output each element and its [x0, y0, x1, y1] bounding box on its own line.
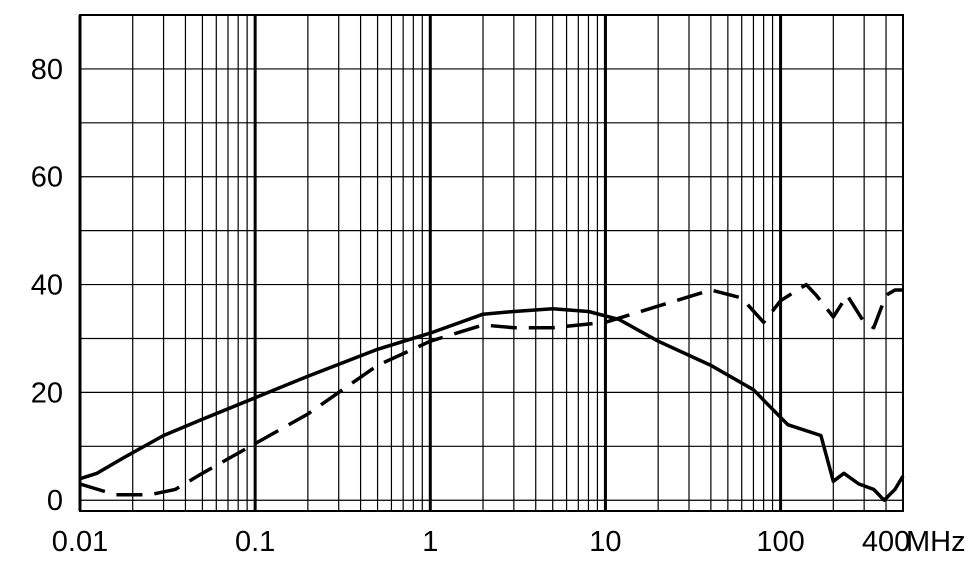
x-tick-label: 400: [862, 526, 910, 558]
y-tick-label: 0: [47, 485, 63, 517]
solid-series-line: [79, 307, 905, 502]
y-tick-label: 40: [31, 270, 63, 302]
y-tick-label: 60: [31, 162, 63, 194]
x-axis-unit: MHz: [906, 526, 966, 558]
x-tick-label: 0.01: [52, 526, 108, 558]
x-tick-label: 10: [589, 526, 621, 558]
plot-frame: [79, 14, 904, 512]
x-tick-label: 100: [756, 526, 804, 558]
y-tick-label: 80: [31, 54, 63, 86]
minor-grid: [80, 14, 904, 511]
dashed-series-line: [79, 282, 903, 497]
y-tick-label: 20: [31, 377, 63, 409]
series-layer: [79, 282, 905, 502]
y-axis-tick-labels: 0 20 40 60 80: [31, 54, 63, 517]
x-tick-label: 1: [422, 526, 438, 558]
x-axis-tick-labels: 0.01 0.1 1 10 100 400: [52, 526, 910, 558]
x-tick-label: 0.1: [235, 526, 275, 558]
